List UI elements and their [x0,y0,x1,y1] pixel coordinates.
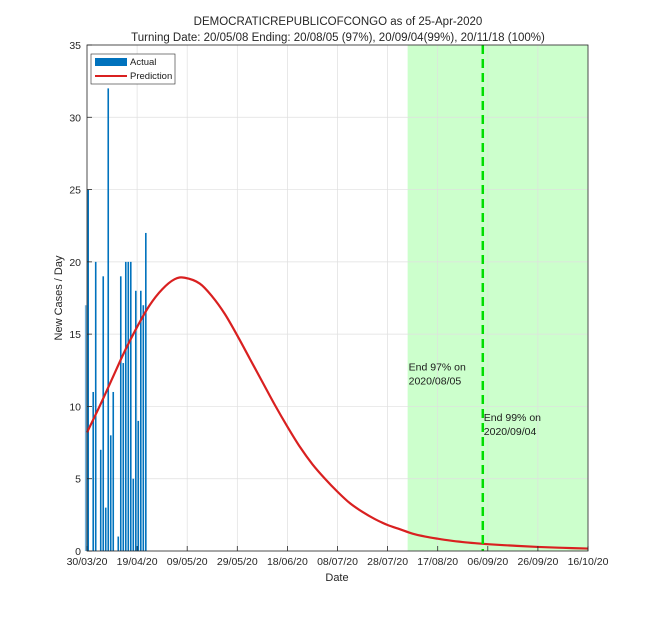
annotation-end-99-line1: End 99% on [484,412,541,424]
x-tick-label: 29/05/20 [217,556,258,568]
actual-bar [137,420,140,551]
legend-label-prediction: Prediction [130,71,172,82]
y-tick-label: 10 [69,401,81,413]
x-tick-label: 06/09/20 [467,556,508,568]
actual-bar [109,435,112,551]
ending-period-shade [407,45,588,551]
prediction-line [86,276,589,550]
y-tick-label: 35 [69,40,81,52]
actual-bar [112,391,115,551]
actual-bar [132,478,135,551]
actual-bar [129,261,132,551]
actual-bar [119,276,122,551]
x-tick-label: 28/07/20 [367,556,408,568]
chart-subtitle: Turning Date: 20/05/08 Ending: 20/08/05 … [131,32,545,44]
actual-bar [134,290,137,551]
actual-bar [124,261,127,551]
x-tick-label: 08/07/20 [317,556,358,568]
annotation-end-99: End 99% on 2020/09/04 [484,412,544,438]
legend-label-actual: Actual [130,57,156,68]
x-tick-label: 17/08/20 [417,556,458,568]
x-tick-label: 18/06/20 [267,556,308,568]
actual-bars [84,88,147,552]
actual-bar [94,261,97,551]
y-tick-label: 5 [75,474,81,486]
actual-bar [122,363,125,551]
annotations: End 97% on 2020/08/05 End 99% on 2020/09… [409,361,544,438]
actual-bar [145,232,147,551]
actual-bar [87,189,89,552]
actual-bar [127,261,130,551]
y-tick-label: 20 [69,257,81,269]
y-tick-label: 25 [69,185,81,197]
axis-ticks [86,44,589,552]
actual-bar [99,449,102,551]
chart-title: DEMOCRATICREPUBLICOFCONGO as of 25-Apr-2… [194,16,483,28]
actual-bar [84,305,87,551]
annotation-end-97-line2: 2020/08/05 [409,375,462,387]
y-axis-label: New Cases / Day [53,255,65,340]
x-tick-label: 30/03/20 [67,556,108,568]
legend-swatch-actual [95,58,127,66]
x-tick-label: 19/04/20 [117,556,158,568]
x-axis-label: Date [325,572,348,584]
y-tick-labels: 0 5 10 15 20 25 30 35 [69,40,81,558]
annotation-end-97-line1: End 97% on [409,361,466,373]
actual-bar [92,391,95,551]
plot-area [84,44,589,552]
legend: Actual Prediction [90,53,176,85]
annotation-end-99-line2: 2020/09/04 [484,426,537,438]
actual-bar [142,305,145,551]
x-tick-label: 16/10/20 [568,556,609,568]
actual-bar [140,290,142,551]
y-tick-label: 15 [69,329,81,341]
actual-bar [102,276,105,551]
y-tick-label: 30 [69,112,81,124]
actual-bar [107,88,110,551]
x-tick-labels: 30/03/20 19/04/20 09/05/20 29/05/20 18/0… [67,556,609,568]
x-tick-label: 26/09/20 [517,556,558,568]
actual-bar [117,536,120,551]
actual-bar [104,507,107,551]
y-tick-label: 0 [75,546,81,558]
x-tick-label: 09/05/20 [167,556,208,568]
annotation-end-97: End 97% on 2020/08/05 [409,361,469,387]
